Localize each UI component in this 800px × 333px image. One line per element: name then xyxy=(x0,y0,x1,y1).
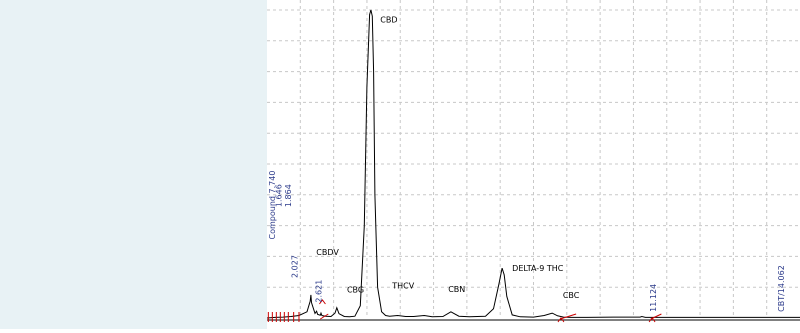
peak-label: CBDV xyxy=(316,248,339,257)
grid xyxy=(267,0,800,318)
peak-label: CBD xyxy=(380,15,397,24)
peak-label: THCV xyxy=(391,282,414,291)
peak-label: DELTA-9 THC xyxy=(512,264,564,273)
retention-label: 11.124 xyxy=(649,284,658,312)
integration-arrow xyxy=(319,299,326,305)
integration-arrow xyxy=(648,317,656,323)
integration-arrow xyxy=(557,317,565,323)
integration-marks xyxy=(267,299,662,323)
retention-label: 1.646 xyxy=(275,184,284,207)
retention-label: 2.621 xyxy=(315,280,324,303)
retention-label: 1.864 xyxy=(284,184,293,207)
peak-labels: CBD CBDV CBG THCV CBN DELTA-9 THC CBC xyxy=(316,15,579,300)
integration-segment xyxy=(320,313,329,320)
retention-label: Compound 7.740 xyxy=(268,171,277,240)
side-panel-card xyxy=(10,4,258,325)
retention-label: 2.027 xyxy=(291,255,300,278)
retention-time-labels: 1.646 1.864 Compound 7.740 2.027 2.621 11.124… xyxy=(268,171,786,312)
chromatogram-plot-area: CBD CBDV CBG THCV CBN DELTA-9 THC CBC 1.646 1.8… xyxy=(266,0,800,329)
integration-segment xyxy=(560,313,577,320)
retention-label: CBT/14.062 xyxy=(777,265,786,312)
chromatogram-chart: CBD CBDV CBG THCV CBN DELTA-9 THC CBC 1.646 1.8… xyxy=(266,0,800,323)
peak-label: CBC xyxy=(563,291,580,300)
peak-label: CBN xyxy=(448,285,465,294)
side-panel xyxy=(0,0,267,329)
peak-label: CBG xyxy=(347,285,364,294)
